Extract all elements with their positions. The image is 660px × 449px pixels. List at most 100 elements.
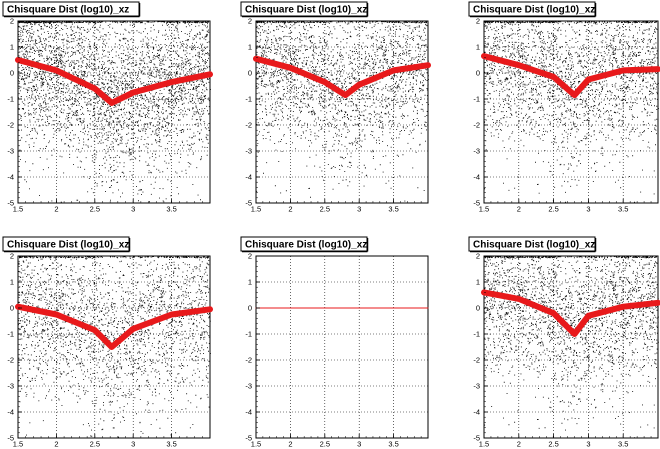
x-tick-label: 1.5	[479, 440, 489, 449]
y-tick-label: -4	[7, 173, 14, 182]
chart-title: Chisquare Dist (log10)_xz	[473, 240, 595, 251]
x-tick-label: 3.5	[166, 205, 176, 214]
x-tick-label: 2.5	[320, 205, 330, 214]
series-mean-line	[15, 57, 213, 106]
x-tick-label: 3.5	[388, 205, 398, 214]
x-tick-label: 2.5	[90, 440, 100, 449]
y-tick-label: -5	[7, 434, 14, 443]
x-tick-label: 2	[288, 205, 292, 214]
y-tick-label: -2	[245, 121, 252, 130]
scatter-points	[484, 256, 659, 439]
y-tick-label: 0	[476, 69, 480, 78]
x-tick-label: 3	[586, 205, 590, 214]
y-tick-label: 2	[248, 17, 252, 26]
y-tick-label: -5	[473, 434, 480, 443]
y-tick-label: 2	[476, 17, 480, 26]
y-tick-label: -1	[7, 95, 14, 104]
y-tick-label: -5	[473, 199, 480, 208]
chart-title-box: Chisquare Dist (log10)_xz	[468, 236, 597, 253]
y-tick-label: -4	[473, 173, 480, 182]
x-tick-label: 2.5	[548, 205, 558, 214]
y-tick-label: 1	[248, 43, 252, 52]
x-tick-label: 1.5	[13, 440, 23, 449]
y-tick-label: 1	[476, 43, 480, 52]
y-tick-label: -4	[7, 408, 14, 417]
x-tick-label: 3	[586, 440, 590, 449]
scatter-points	[484, 21, 659, 203]
y-tick-label: 1	[248, 278, 252, 287]
y-tick-label: -1	[245, 95, 252, 104]
x-tick-label: 3.5	[618, 440, 628, 449]
chart-title: Chisquare Dist (log10)_xz	[473, 5, 595, 16]
x-tick-label: 1.5	[251, 440, 261, 449]
series-mean-line	[253, 55, 431, 99]
y-tick-label: -2	[7, 356, 14, 365]
x-tick-label: 3.5	[388, 440, 398, 449]
chart-title: Chisquare Dist (log10)_xz	[245, 240, 367, 251]
y-tick-label: -4	[473, 408, 480, 417]
y-tick-label: 2	[476, 252, 480, 261]
series-mean-line	[481, 53, 660, 99]
y-tick-label: -1	[7, 330, 14, 339]
chart-title-box: Chisquare Dist (log10)_xz	[468, 1, 597, 18]
plot-frame	[255, 255, 429, 439]
y-tick-label: 2	[10, 17, 14, 26]
x-tick-label: 3	[357, 440, 361, 449]
y-tick-label: -1	[473, 330, 480, 339]
y-tick-label: -3	[245, 147, 252, 156]
y-tick-label: 2	[248, 252, 252, 261]
x-tick-label: 1.5	[13, 205, 23, 214]
y-tick-label: -3	[473, 382, 480, 391]
x-tick-label: 1.5	[479, 205, 489, 214]
y-tick-label: -2	[473, 356, 480, 365]
y-tick-label: -5	[7, 199, 14, 208]
x-tick-label: 1.5	[251, 205, 261, 214]
y-tick-label: -5	[245, 199, 252, 208]
x-tick-label: 3.5	[618, 205, 628, 214]
y-tick-label: 2	[10, 252, 14, 261]
y-tick-label: -5	[245, 434, 252, 443]
plot-frame	[255, 20, 429, 204]
y-tick-label: -2	[7, 121, 14, 130]
y-tick-label: -3	[7, 147, 14, 156]
y-tick-label: -3	[473, 147, 480, 156]
plot-frame	[483, 20, 659, 204]
y-tick-label: -3	[7, 382, 14, 391]
chart-title-box: Chisquare Dist (log10)_xz	[2, 1, 141, 18]
y-tick-label: 0	[476, 304, 480, 313]
y-tick-label: -4	[245, 173, 252, 182]
y-tick-label: 1	[476, 278, 480, 287]
series-mean-line	[15, 303, 213, 350]
series-mean-line	[481, 289, 660, 337]
x-tick-label: 3.5	[166, 440, 176, 449]
chart-title: Chisquare Dist (log10)_xz	[7, 240, 129, 251]
y-tick-label: 1	[10, 278, 14, 287]
x-tick-label: 3	[131, 440, 135, 449]
y-tick-label: -2	[245, 356, 252, 365]
chart-title: Chisquare Dist (log10)_xz	[7, 5, 129, 16]
x-tick-label: 2	[54, 440, 58, 449]
y-tick-label: -2	[473, 121, 480, 130]
y-tick-label: -1	[473, 95, 480, 104]
y-tick-label: 0	[10, 69, 14, 78]
chart-title-box: Chisquare Dist (log10)_xz	[240, 236, 369, 253]
y-tick-label: -3	[245, 382, 252, 391]
y-tick-label: -1	[245, 330, 252, 339]
y-tick-label: 1	[10, 43, 14, 52]
x-tick-label: 3	[131, 205, 135, 214]
x-tick-label: 2.5	[90, 205, 100, 214]
y-tick-label: 0	[10, 304, 14, 313]
x-tick-label: 2.5	[320, 440, 330, 449]
x-tick-label: 3	[357, 205, 361, 214]
x-tick-label: 2	[517, 440, 521, 449]
y-tick-label: -4	[245, 408, 252, 417]
chart-title-box: Chisquare Dist (log10)_xz	[2, 236, 131, 253]
chart-title-box: Chisquare Dist (log10)_xz	[240, 1, 369, 18]
x-tick-label: 2	[54, 205, 58, 214]
